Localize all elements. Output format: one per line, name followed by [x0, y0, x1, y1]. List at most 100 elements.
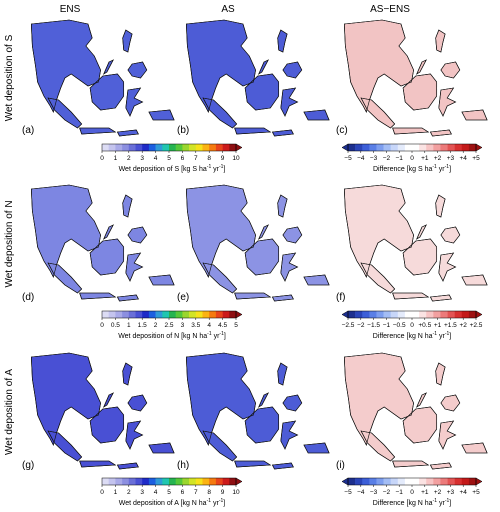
colorbar-swatch: [383, 311, 391, 318]
colorbar-tick-label: +2: [434, 155, 442, 162]
colorbar-tick-label: +2.5: [470, 322, 483, 329]
colorbar-tick-label: 10: [232, 489, 240, 496]
colorbar-tick-label: +5: [472, 489, 480, 496]
colorbar-tick-label: +0.5: [418, 322, 431, 329]
column-header-as: AS: [221, 4, 235, 15]
colorbar-tick-label: 7: [194, 155, 198, 162]
colorbar-max-arrow: [475, 143, 483, 152]
colorbar-swatch: [397, 478, 406, 485]
colorbar-swatch: [433, 144, 441, 151]
colorbar-swatch: [148, 144, 156, 151]
colorbar-tick-label: 0: [100, 489, 104, 496]
colorbar-tick-label: +1: [421, 489, 429, 496]
colorbar-swatch: [390, 144, 399, 151]
panel-label-a: (a): [22, 125, 34, 136]
colorbar-tick-label: −3: [370, 155, 378, 162]
colorbar-swatch: [390, 311, 399, 318]
colorbar-swatch: [454, 144, 463, 151]
colorbar-max-arrow: [235, 477, 243, 486]
colorbar-tick-label: 3: [140, 155, 144, 162]
panel-label-i: (i): [336, 460, 345, 471]
colorbar-swatch: [397, 144, 406, 151]
colorbar-max-arrow: [235, 143, 243, 152]
colorbar-swatch: [102, 144, 109, 151]
colorbar-title: Difference [kg S ha-1 yr-1]: [373, 164, 451, 173]
map-panel-g: [30, 352, 175, 470]
colorbar-swatch: [135, 144, 143, 151]
colorbar-swatch: [169, 478, 176, 485]
colorbar-max-arrow: [475, 310, 483, 319]
colorbar-swatch: [376, 311, 384, 318]
colorbar-swatch: [135, 311, 143, 318]
colorbar-tick-label: +3: [447, 155, 455, 162]
colorbar-tick-label: −3: [370, 489, 378, 496]
colorbar-tick-label: 4: [154, 489, 158, 496]
colorbar-swatch: [229, 144, 237, 151]
colorbar-swatch: [383, 144, 391, 151]
map-panel-d: [30, 184, 175, 302]
colorbar-tick-label: −2: [383, 155, 391, 162]
colorbar-swatch: [468, 478, 477, 485]
colorbar-min-arrow: [341, 143, 349, 152]
colorbar-swatch: [355, 478, 363, 485]
colorbar-swatch: [189, 478, 197, 485]
colorbar-tick-label: 0: [100, 155, 104, 162]
colorbar-tick-label: 4.5: [218, 322, 227, 329]
colorbar-swatch: [122, 144, 130, 151]
colorbar-tick-label: 8: [207, 489, 211, 496]
map-panel-b: [185, 19, 330, 137]
colorbar-swatch: [468, 311, 477, 318]
colorbar-tick-label: 4: [207, 322, 211, 329]
colorbar-swatch: [390, 478, 399, 485]
colorbar-swatch: [447, 144, 455, 151]
colorbar-tick-label: +2: [459, 322, 467, 329]
colorbar-swatch: [182, 144, 190, 151]
colorbar-tick-label: −4: [357, 155, 365, 162]
colorbar-swatch: [142, 144, 150, 151]
colorbar-tick-label: 1: [114, 155, 118, 162]
colorbar-swatch: [175, 311, 183, 318]
colorbar-swatch: [376, 144, 384, 151]
colorbar-min-arrow: [341, 477, 349, 486]
colorbar-swatch: [128, 311, 136, 318]
map-panel-e: [185, 184, 330, 302]
colorbar-swatch: [440, 311, 448, 318]
colorbar-title: Wet deposition of N [kg N ha-1 yr-1]: [118, 331, 226, 340]
colorbar-title: Difference [kg N ha-1 yr-1]: [373, 331, 451, 340]
colorbar-swatch: [461, 311, 470, 318]
colorbar-tick-label: 4: [154, 155, 158, 162]
colorbar-tick-label: 3: [181, 322, 185, 329]
colorbar-swatch: [454, 478, 463, 485]
panel-label-d: (d): [22, 292, 34, 303]
colorbar-tick-label: 6: [181, 155, 185, 162]
colorbar-swatch: [348, 478, 356, 485]
colorbar-swatch: [426, 478, 434, 485]
colorbar-swatch: [162, 478, 170, 485]
colorbar-swatch: [142, 478, 150, 485]
row-label-a: Wet deposition of A: [4, 369, 15, 455]
colorbar-swatch: [169, 144, 176, 151]
colorbar-n-abs: 0 0.5 1 1.5 2 2.5 3 3.5 4 4.5 5 Wet deposition of N…: [100, 310, 243, 340]
colorbar-tick-label: 0: [410, 155, 414, 162]
colorbar-s-diff: −5 −4 −3 −2 −1 0 +1 +2 +3 +4 +5 Difference [kg S ha…: [341, 143, 483, 173]
map-panel-h: [185, 352, 330, 470]
colorbar-tick-label: 9: [221, 155, 225, 162]
colorbar-swatch: [135, 478, 143, 485]
colorbar-swatch: [376, 478, 384, 485]
colorbar-swatch: [362, 478, 370, 485]
colorbar-swatch: [102, 478, 109, 485]
colorbar-swatch: [108, 478, 116, 485]
colorbar-swatch: [348, 311, 356, 318]
colorbar-swatch: [175, 478, 183, 485]
colorbar-tick-label: 3.5: [191, 322, 200, 329]
colorbar-swatch: [383, 478, 391, 485]
colorbar-swatch: [162, 144, 170, 151]
colorbar-tick-label: 1: [127, 322, 131, 329]
colorbar-swatch: [229, 311, 237, 318]
colorbar-tick-label: +2: [434, 489, 442, 496]
colorbar-swatch: [102, 311, 109, 318]
colorbar-swatch: [115, 144, 123, 151]
colorbar-tick-label: −4: [357, 489, 365, 496]
colorbar-swatch: [202, 144, 210, 151]
map-panel-c: [343, 19, 488, 137]
